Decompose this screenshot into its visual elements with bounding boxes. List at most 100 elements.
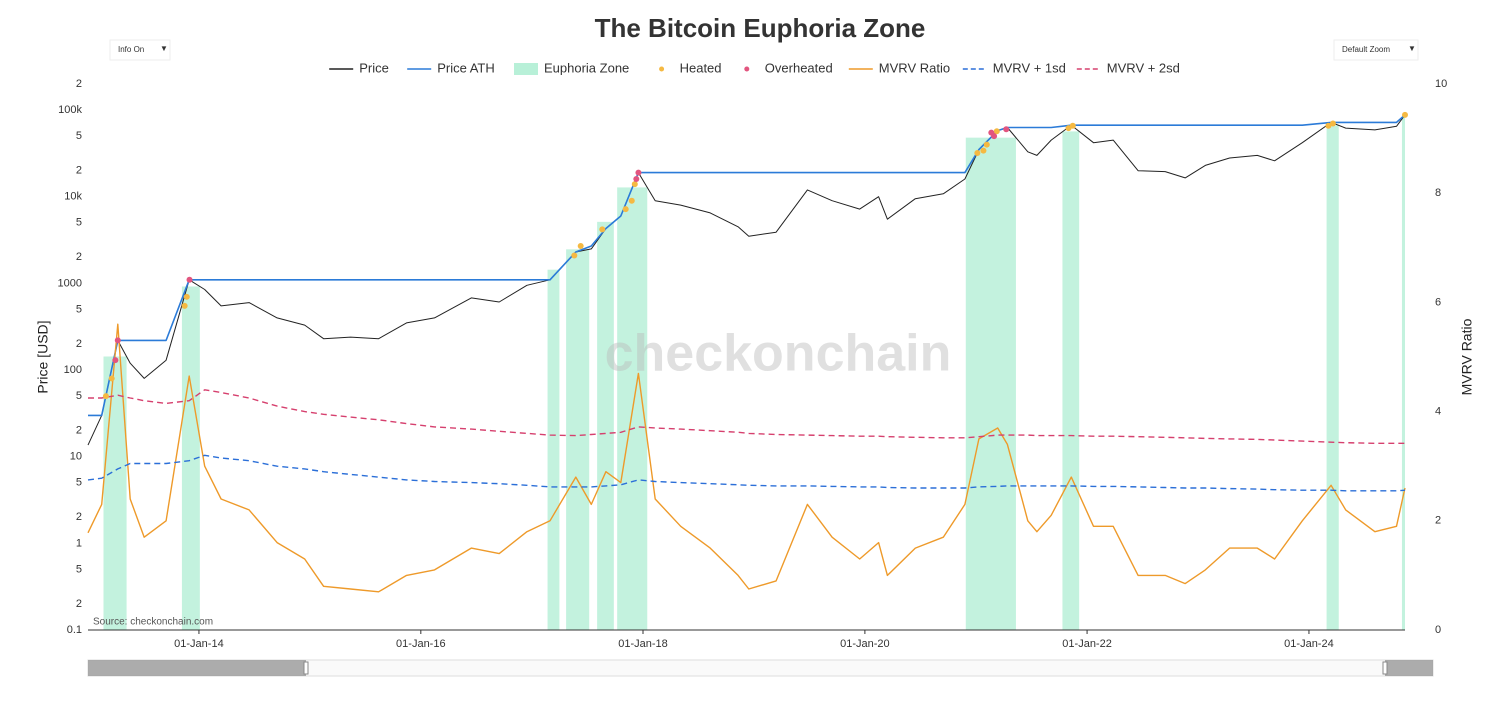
legend-label: Heated [680, 60, 722, 75]
signal-dot [1402, 111, 1408, 118]
signal-dot [181, 302, 188, 309]
y-axis-title: Price [USD] [35, 320, 51, 393]
y-tick-label: 100 [64, 364, 82, 376]
navigator-mask[interactable] [1385, 660, 1433, 676]
y-tick-label: 10k [64, 191, 82, 203]
signal-dot [571, 252, 578, 259]
legend-label: MVRV + 2sd [1107, 60, 1180, 75]
y-tick-label: 2 [76, 78, 82, 90]
legend-swatch [744, 66, 750, 72]
legend: Price Price ATH Euphoria Zone Heated Overhea… [329, 60, 1180, 75]
y2-tick-label: 10 [1435, 78, 1447, 90]
series-line [87, 114, 1406, 446]
dropdown-box[interactable] [109, 39, 171, 61]
signal-dot [633, 176, 640, 183]
signal-dot [991, 133, 998, 140]
signal-dot [622, 206, 629, 213]
euphoria-zone [547, 269, 560, 630]
signal-dot [186, 276, 193, 283]
navigator-handle[interactable] [303, 661, 309, 675]
y-tick-label: 2 [76, 338, 82, 350]
legend-label: Price ATH [437, 60, 495, 75]
signal-dot [1329, 120, 1336, 127]
dropdown-box[interactable] [1333, 39, 1419, 61]
dropdown-label[interactable]: Default Zoom [1342, 45, 1390, 54]
signal-dot [628, 197, 635, 204]
range-navigator[interactable] [87, 659, 1434, 677]
x-tick-label: 01-Jan-24 [1284, 638, 1334, 650]
signal-dot [108, 375, 115, 382]
signal-dot [112, 357, 119, 364]
y2-tick-label: 4 [1435, 406, 1441, 418]
y-tick-label: 100k [58, 104, 82, 116]
y-tick-label: 5 [76, 217, 82, 229]
y-tick-label: 5 [76, 477, 82, 489]
y2-tick-label: 0 [1435, 624, 1441, 636]
y-tick-label: 2 [76, 425, 82, 437]
signal-dot [114, 337, 121, 344]
signal-dot [983, 141, 990, 148]
series-line [87, 454, 1406, 492]
zoom-dropdown[interactable]: Default Zoom ▼ [1333, 39, 1419, 61]
legend-label: Price [359, 60, 389, 75]
x-tick-label: 01-Jan-22 [1062, 638, 1112, 650]
y-tick-label: 2 [76, 251, 82, 263]
legend-label: Euphoria Zone [544, 60, 629, 75]
y2-tick-label: 8 [1435, 187, 1441, 199]
euphoria-zone [1062, 131, 1080, 630]
source-note: Source: checkonchain.com [93, 617, 213, 628]
signal-dot [980, 147, 987, 154]
navigator-handle[interactable] [1382, 661, 1388, 675]
y-tick-label: 10 [70, 451, 82, 463]
y-tick-label: 5 [76, 563, 82, 575]
y-tick-label: 1 [76, 537, 82, 549]
navigator-mask[interactable] [88, 660, 306, 676]
signal-dot [183, 293, 190, 300]
dropdown-arrow[interactable]: ▼ [160, 44, 168, 53]
legend-swatch [659, 66, 665, 72]
euphoria-zone [1326, 125, 1339, 631]
signal-dot [1003, 126, 1010, 133]
signal-dot [102, 393, 109, 400]
y-tick-label: 2 [76, 598, 82, 610]
y-tick-label: 5 [76, 390, 82, 402]
chart-title: The Bitcoin Euphoria Zone [595, 13, 926, 43]
y-tick-label: 0.1 [67, 624, 82, 636]
y-tick-label: 5 [76, 303, 82, 315]
euphoria-zone [597, 221, 614, 631]
series-line [87, 323, 1406, 593]
euphoria-zone [965, 137, 1016, 630]
dropdown-arrow[interactable]: ▼ [1408, 44, 1416, 53]
info-dropdown[interactable]: Info On ▼ [109, 39, 171, 61]
euphoria-zone [566, 249, 590, 630]
dropdown-label[interactable]: Info On [118, 45, 144, 54]
x-tick-label: 01-Jan-20 [840, 638, 890, 650]
legend-swatch [514, 63, 538, 75]
signal-dot [599, 226, 606, 233]
signal-dot [993, 128, 1000, 135]
zones [103, 114, 1405, 631]
signal-dot [974, 149, 981, 156]
watermark: checkonchain [605, 325, 952, 383]
x-tick-label: 01-Jan-16 [396, 638, 446, 650]
euphoria-zone [1401, 114, 1405, 631]
y2-axis-title: MVRV Ratio [1459, 318, 1475, 395]
y2-tick-label: 2 [1435, 515, 1441, 527]
signal-dot [577, 243, 584, 250]
legend-label: Overheated [765, 60, 833, 75]
y-tick-label: 1000 [58, 277, 82, 289]
signal-dot [635, 169, 642, 176]
signal-dot [1325, 122, 1332, 129]
legend-label: MVRV Ratio [879, 60, 950, 75]
y-tick-label: 5 [76, 130, 82, 142]
signal-dot [1069, 122, 1076, 129]
x-tick-label: 01-Jan-14 [174, 638, 224, 650]
signal-dot [631, 181, 638, 188]
series-line [88, 114, 1406, 417]
series-line [88, 389, 1405, 444]
legend-label: MVRV + 1sd [993, 60, 1066, 75]
y2-tick-label: 6 [1435, 296, 1441, 308]
x-tick-label: 01-Jan-18 [618, 638, 668, 650]
euphoria-zone [181, 286, 200, 630]
